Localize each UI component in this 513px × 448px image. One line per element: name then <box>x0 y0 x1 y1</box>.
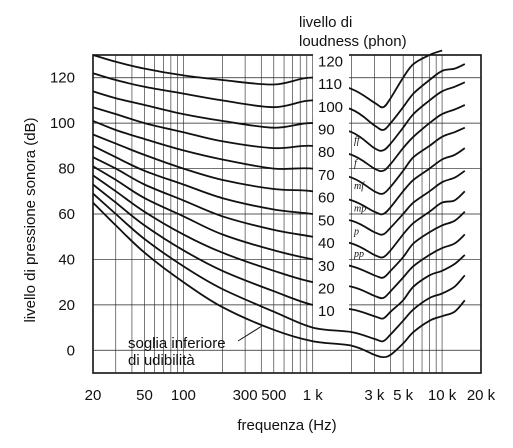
phon-label: 60 <box>318 190 335 207</box>
y-tick-label: 120 <box>50 70 75 87</box>
phon-label: 90 <box>318 122 335 139</box>
loudness-curve <box>92 81 466 152</box>
x-tick-label: 1 k <box>303 387 324 404</box>
loudness-curve <box>92 120 466 195</box>
x-axis-label: frequenza (Hz) <box>237 417 336 434</box>
phon-label-background <box>313 53 349 71</box>
x-tick-label: 3 k <box>364 387 385 404</box>
phon-label: 110 <box>318 76 342 93</box>
curves <box>92 49 466 359</box>
y-tick-label: 100 <box>50 115 75 132</box>
legend-title-line-1: livello di <box>299 14 352 31</box>
x-tick-label: 500 <box>261 387 286 404</box>
y-tick-label: 40 <box>58 251 75 268</box>
dynamic-label: mp <box>354 204 366 215</box>
phon-label-background <box>313 144 349 162</box>
phon-label-background <box>313 212 349 230</box>
threshold-annotation-leader <box>237 325 263 342</box>
phon-label-background <box>313 280 349 298</box>
loudness-curve <box>92 63 466 131</box>
x-tick-label: 10 k <box>428 387 457 404</box>
y-tick-label: 0 <box>67 342 75 359</box>
x-tick-label: 20 k <box>467 387 496 404</box>
y-axis-label: livello di pressione sonora (dB) <box>22 117 39 322</box>
loudness-curve <box>92 174 466 300</box>
phon-label: 20 <box>318 281 335 298</box>
loudness-curve <box>92 201 466 359</box>
x-tick-label: 5 k <box>393 387 414 404</box>
phon-labels: 120 110 100 90 80 70 60 50 40 30 20 10 <box>313 53 349 321</box>
phon-label: 80 <box>318 144 335 161</box>
phon-label: 30 <box>318 258 335 275</box>
dynamic-label: ff <box>354 136 361 147</box>
phon-label-background <box>313 189 349 207</box>
phon-label-background <box>313 303 349 321</box>
phon-label: 10 <box>318 303 335 320</box>
x-tick-label: 20 <box>85 387 102 404</box>
phon-label-background <box>313 121 349 139</box>
threshold-annotation-line-1: soglia inferiore <box>128 335 226 352</box>
phon-label-background <box>313 257 349 275</box>
phon-label-background <box>313 98 349 116</box>
phon-label: 100 <box>318 99 343 116</box>
dynamic-label: f <box>354 158 358 169</box>
threshold-annotation-line-2: di udibilità <box>128 352 195 369</box>
loudness-curve <box>92 145 466 236</box>
loudness-curve <box>92 165 466 279</box>
y-tick-label: 20 <box>58 297 75 314</box>
legend-title-line-2: loudness (phon) <box>299 33 407 50</box>
phon-label: 50 <box>318 212 335 229</box>
x-tick-label: 100 <box>171 387 196 404</box>
dynamic-label: p <box>353 226 359 237</box>
dynamic-label: mf <box>354 181 365 192</box>
loudness-curve <box>92 133 466 216</box>
y-tick-label: 60 <box>58 206 75 223</box>
loudness-curve <box>92 183 466 320</box>
loudness-curve <box>92 192 466 343</box>
phon-label: 70 <box>318 167 335 184</box>
x-tick-label: 50 <box>136 387 153 404</box>
phon-label-background <box>313 235 349 253</box>
y-tick-label: 80 <box>58 161 75 178</box>
x-tick-label: 300 <box>233 387 258 404</box>
phon-label-background <box>313 76 349 94</box>
loudness-curve <box>92 49 443 109</box>
phon-label-background <box>313 166 349 184</box>
dynamic-label: pp <box>353 249 364 260</box>
x-tick-labels: 20 50 100 300 500 1 k 3 k 5 k 10 k 20 k <box>85 387 496 404</box>
phon-label: 40 <box>318 235 335 252</box>
phon-label: 120 <box>318 53 343 70</box>
loudness-curve <box>92 156 466 259</box>
loudness-curve <box>92 104 466 173</box>
y-tick-labels: 0 20 40 60 80 100 120 <box>50 70 75 360</box>
